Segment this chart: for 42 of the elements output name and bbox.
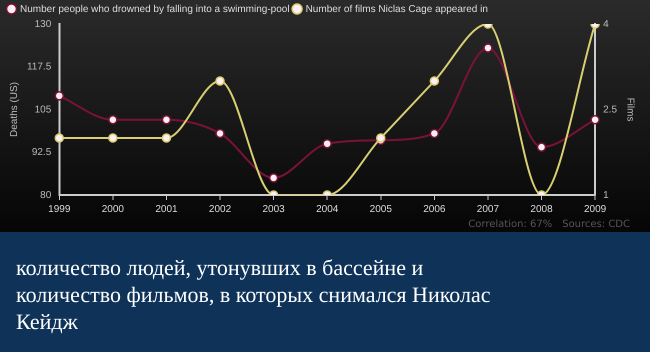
y2-tick-label: 2.5 bbox=[603, 104, 618, 116]
y2-axis-title: Films bbox=[624, 98, 636, 122]
legend-label: Number people who drowned by falling into a swimming-pool bbox=[20, 4, 290, 15]
point bbox=[215, 128, 225, 138]
x-tick-label: 2000 bbox=[102, 204, 124, 215]
point bbox=[430, 76, 440, 86]
point bbox=[376, 133, 386, 143]
x-tick-label: 2003 bbox=[262, 204, 286, 215]
point bbox=[322, 138, 332, 148]
point bbox=[54, 91, 64, 101]
x-tick-label: 2005 bbox=[370, 204, 392, 215]
x-tick-label: 2009 bbox=[584, 204, 607, 215]
y-tick-label: 117.5 bbox=[26, 62, 52, 72]
y-tick-label: 92.5 bbox=[32, 147, 52, 158]
x-tick-label: 2002 bbox=[208, 204, 232, 215]
point bbox=[430, 128, 440, 138]
point bbox=[215, 76, 225, 86]
y-axis-title: Deaths (US) bbox=[8, 82, 20, 138]
point bbox=[54, 133, 64, 143]
point bbox=[162, 133, 172, 143]
point bbox=[268, 173, 278, 183]
point bbox=[590, 115, 600, 125]
x-tick-label: 2007 bbox=[476, 204, 500, 215]
x-tick-label: 1999 bbox=[48, 204, 71, 215]
y-tick-label: 105 bbox=[34, 104, 52, 116]
y2-tick-label: 1 bbox=[603, 190, 610, 201]
text: количество людей, утонувших в бассейне и количество фильмов, в которых снимался Николас Кейдж bbox=[0, 232, 650, 352]
point bbox=[108, 133, 118, 143]
source-note: Sources: CDC bbox=[562, 219, 630, 230]
point bbox=[536, 142, 546, 152]
point bbox=[162, 115, 172, 125]
y2-tick-label: 4 bbox=[603, 18, 610, 30]
y-tick-label: 130 bbox=[34, 18, 52, 30]
legend-label: Number of films Niclas Cage appeared in bbox=[306, 4, 488, 15]
point bbox=[483, 43, 493, 53]
x-tick-label: 2001 bbox=[155, 204, 178, 215]
x-tick-label: 2008 bbox=[530, 204, 554, 215]
x-tick-label: 2006 bbox=[423, 204, 446, 215]
point bbox=[108, 115, 118, 125]
x-tick-label: 2004 bbox=[316, 204, 339, 215]
y-tick-label: 80 bbox=[40, 190, 52, 201]
text: Correlation: 67% bbox=[468, 219, 552, 230]
